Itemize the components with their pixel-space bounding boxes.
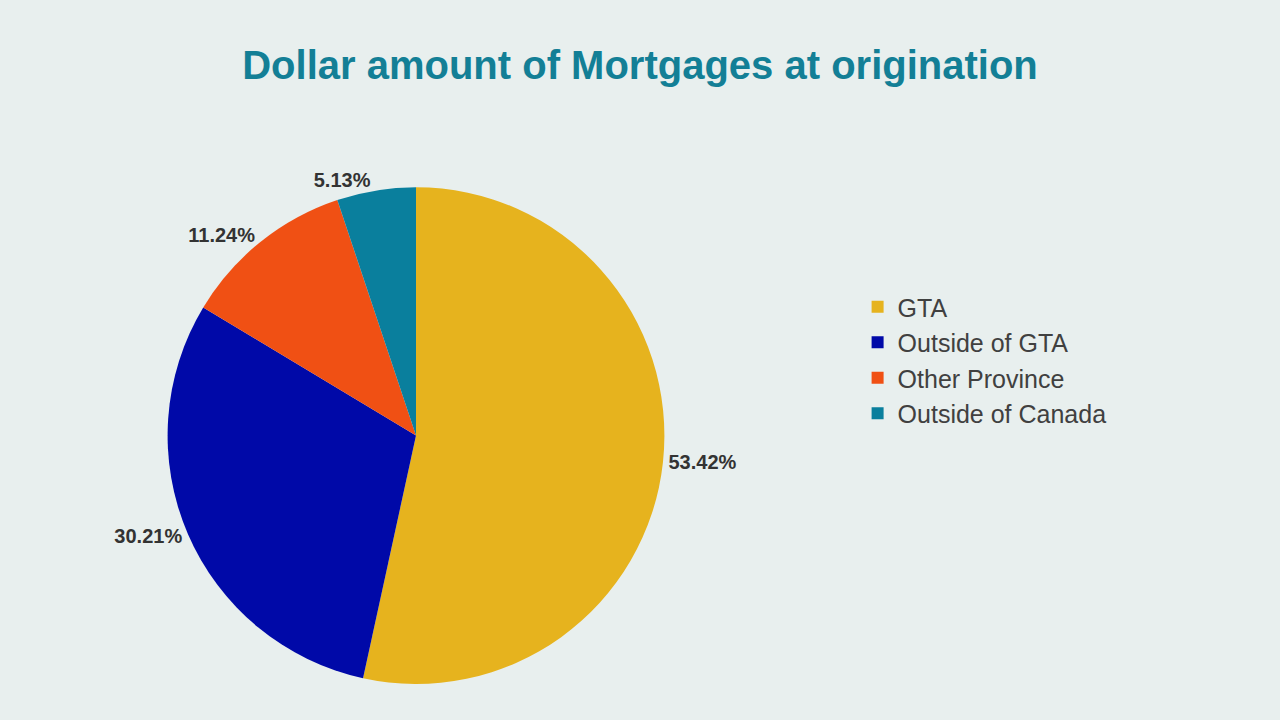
svg-text:Outside of Canada: Outside of Canada [898, 400, 1107, 428]
svg-text:Outside of GTA: Outside of GTA [898, 329, 1069, 357]
svg-text:30.21%: 30.21% [114, 525, 182, 547]
svg-text:GTA: GTA [898, 294, 948, 322]
svg-text:5.13%: 5.13% [314, 169, 371, 191]
svg-text:Other Province: Other Province [898, 365, 1065, 393]
svg-text:Dollar amount of Mortgages at: Dollar amount of Mortgages at originatio… [242, 43, 1038, 87]
svg-text:53.42%: 53.42% [668, 451, 736, 473]
svg-text:11.24%: 11.24% [188, 224, 255, 246]
